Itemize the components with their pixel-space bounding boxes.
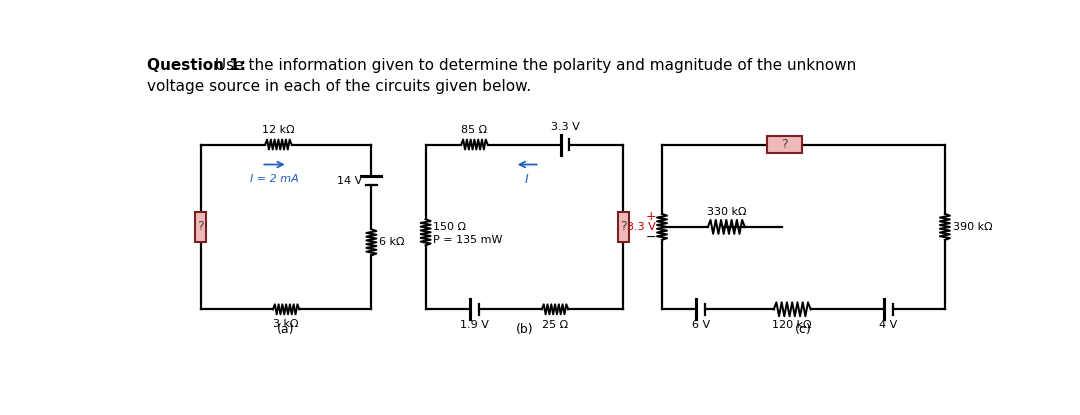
Text: +: + (645, 210, 656, 222)
Text: I = 2 mA: I = 2 mA (251, 174, 299, 184)
Text: 6 V: 6 V (691, 320, 710, 330)
Text: 3 kΩ: 3 kΩ (273, 319, 299, 329)
Text: 1.9 V: 1.9 V (460, 320, 489, 330)
Text: I: I (525, 173, 528, 186)
Text: −: − (646, 231, 656, 244)
Text: ?: ? (620, 220, 626, 233)
Text: (b): (b) (515, 323, 534, 336)
Text: voltage source in each of the circuits given below.: voltage source in each of the circuits g… (147, 79, 530, 94)
FancyBboxPatch shape (768, 136, 801, 154)
Text: 3.3 V: 3.3 V (551, 122, 580, 132)
Text: ?: ? (198, 220, 204, 233)
FancyBboxPatch shape (618, 212, 629, 242)
Text: Question 1:: Question 1: (147, 58, 245, 73)
Text: 12 kΩ: 12 kΩ (262, 124, 295, 134)
Text: 120 kΩ: 120 kΩ (772, 320, 812, 330)
Text: (a): (a) (278, 323, 295, 336)
FancyBboxPatch shape (195, 212, 206, 242)
Text: P = 135 mW: P = 135 mW (433, 235, 503, 245)
Text: 390 kΩ: 390 kΩ (953, 222, 993, 232)
Text: 3.3 V: 3.3 V (627, 222, 656, 232)
Text: ?: ? (781, 138, 787, 151)
Text: Use the information given to determine the polarity and magnitude of the unknown: Use the information given to determine t… (211, 58, 856, 73)
Text: 85 Ω: 85 Ω (461, 124, 487, 134)
Text: 6 kΩ: 6 kΩ (379, 237, 405, 247)
Text: 25 Ω: 25 Ω (542, 320, 568, 330)
Text: (c): (c) (795, 323, 812, 336)
Text: 330 kΩ: 330 kΩ (706, 207, 746, 217)
Text: 4 V: 4 V (879, 320, 897, 330)
Text: 150 Ω: 150 Ω (433, 222, 467, 232)
Text: 14 V: 14 V (337, 176, 362, 186)
